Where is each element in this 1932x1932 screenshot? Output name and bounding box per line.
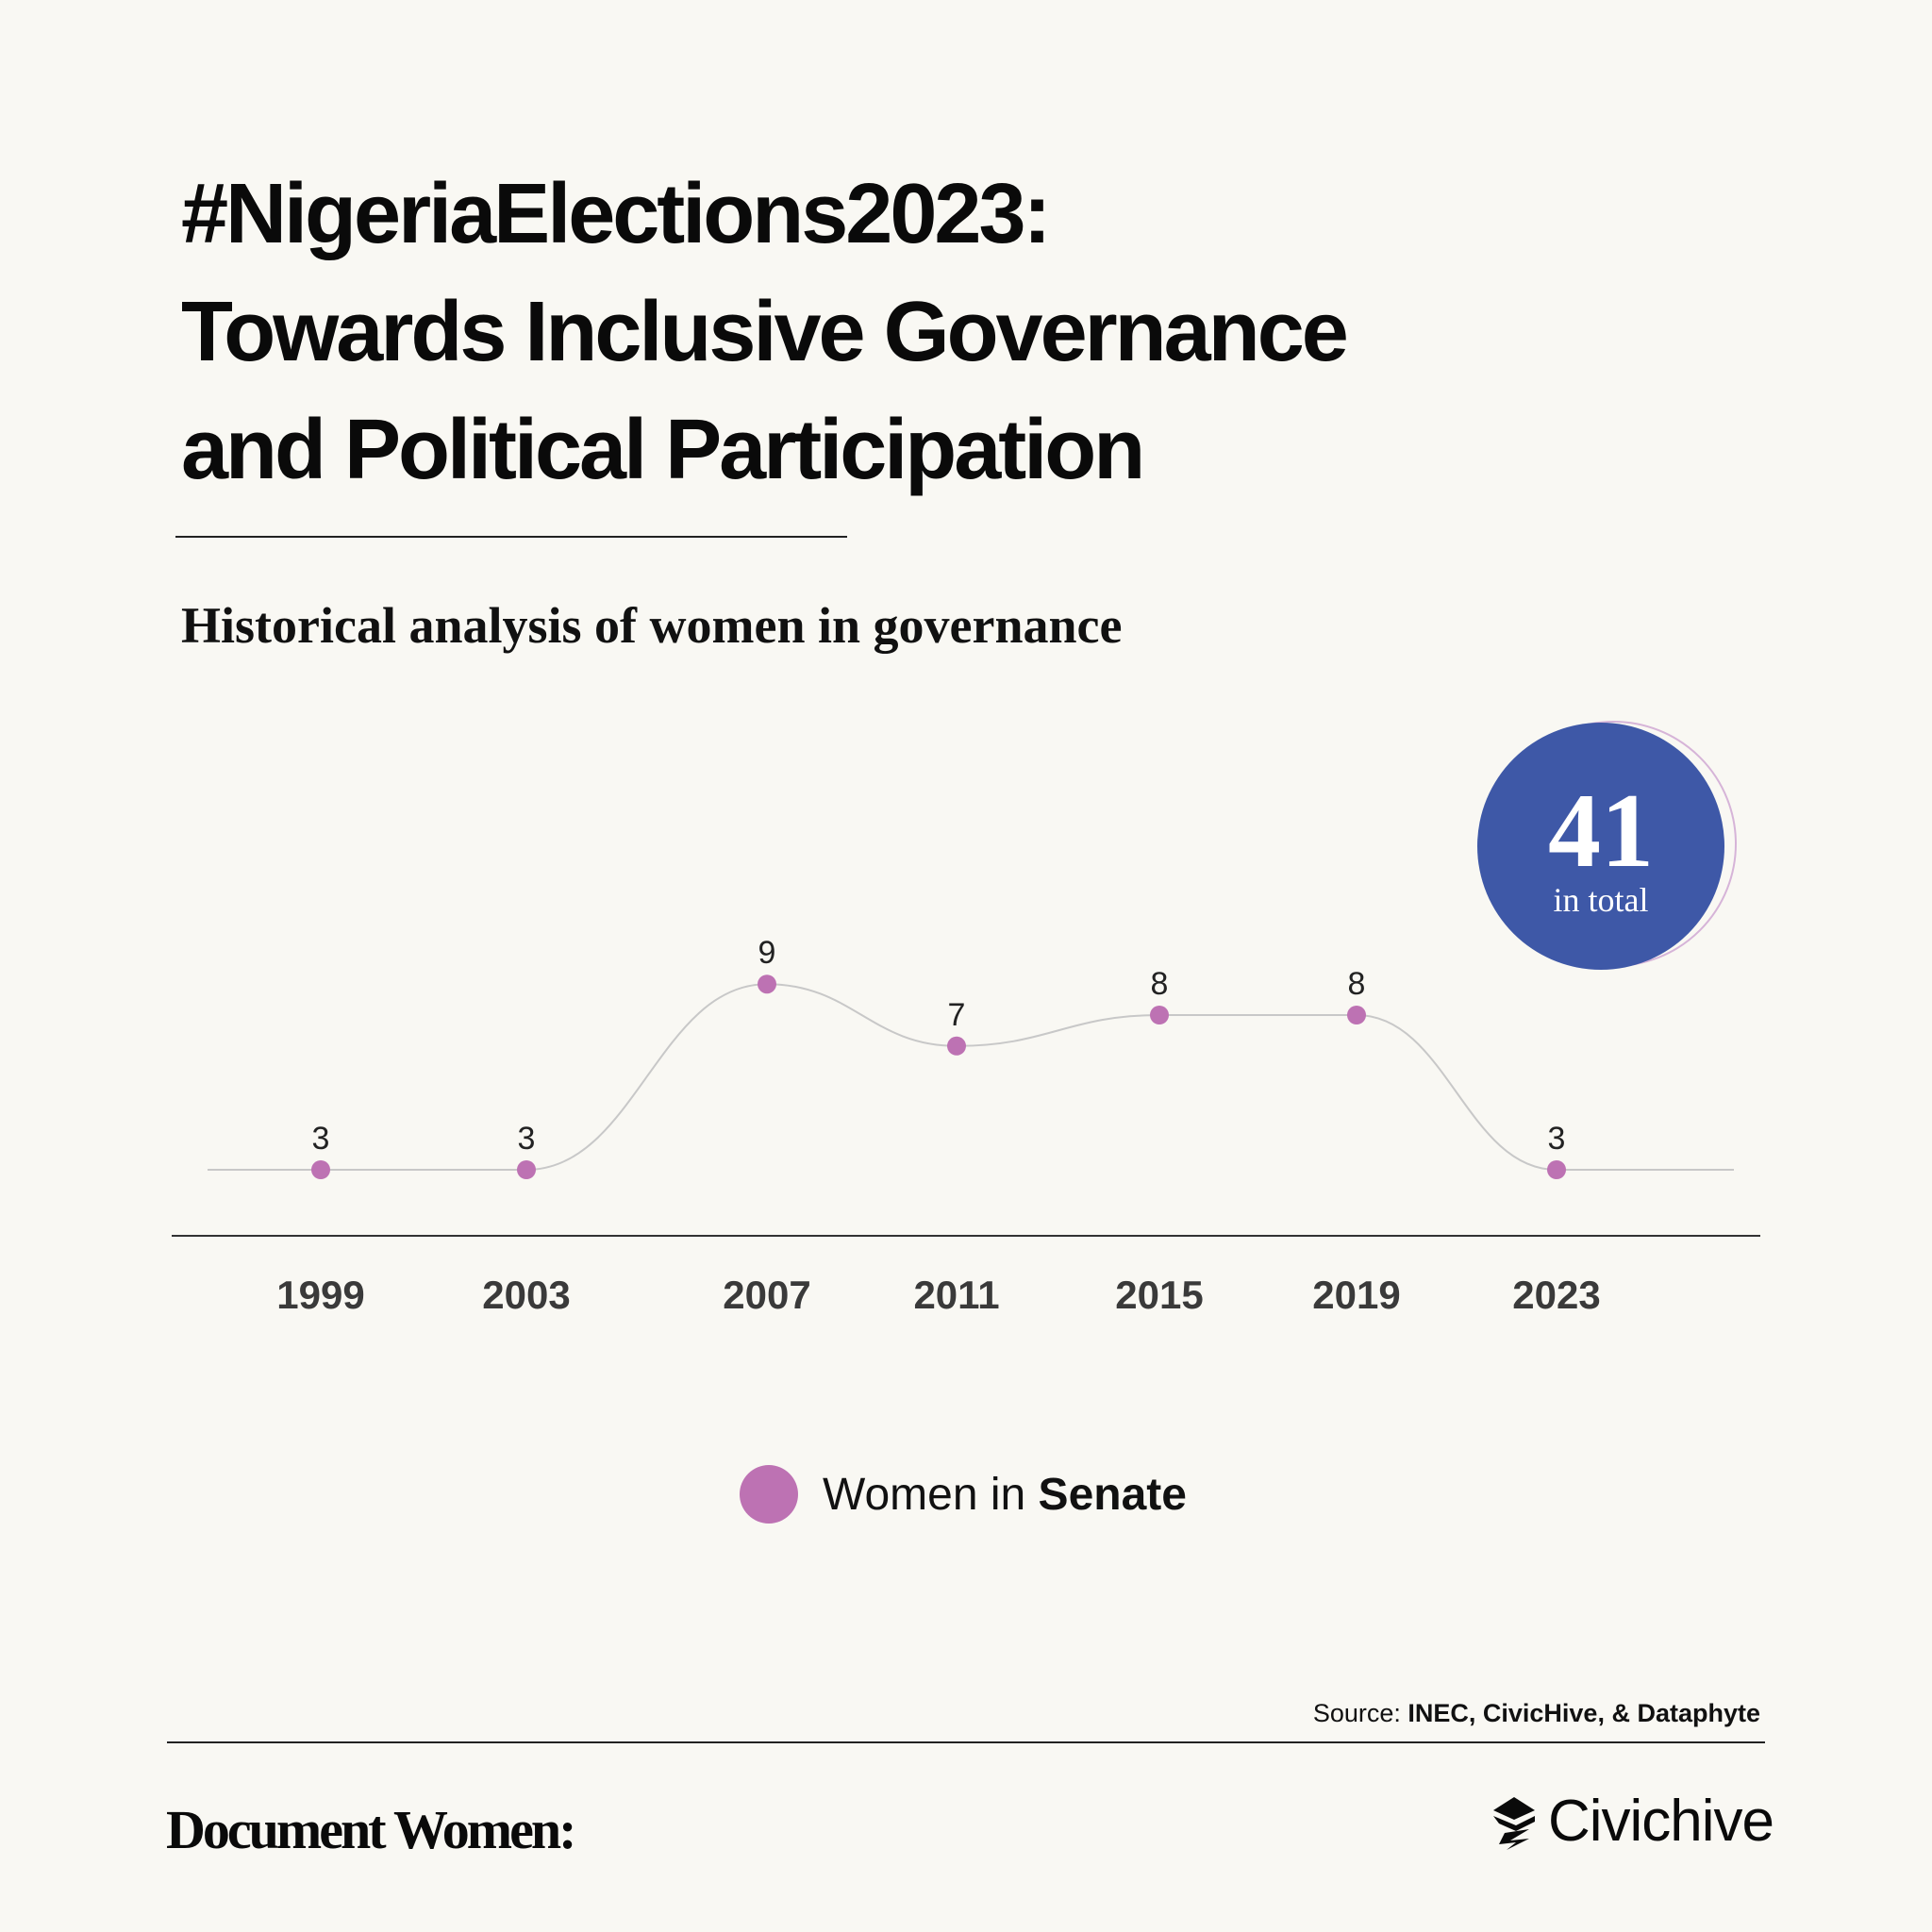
title-line: #NigeriaElections2023: bbox=[181, 167, 1051, 261]
page-title: #NigeriaElections2023: Towards Inclusive… bbox=[181, 156, 1349, 509]
chart-subtitle: Historical analysis of women in governan… bbox=[181, 597, 1123, 654]
title-divider bbox=[175, 536, 847, 538]
x-tick-2007: 2007 bbox=[723, 1273, 810, 1317]
legend-label-prefix: Women in bbox=[823, 1469, 1039, 1520]
data-points bbox=[311, 974, 1566, 1179]
data-label-2011: 7 bbox=[948, 997, 966, 1033]
x-tick-2011: 2011 bbox=[913, 1273, 999, 1317]
data-label-1999: 3 bbox=[312, 1121, 330, 1157]
x-tick-labels: 1999 2003 2007 2011 2015 2019 2023 bbox=[276, 1273, 1600, 1317]
data-label-2015: 8 bbox=[1151, 966, 1169, 1002]
data-point-2015 bbox=[1150, 1006, 1169, 1024]
x-tick-2019: 2019 bbox=[1312, 1273, 1400, 1317]
document-women-logo: Document Women: bbox=[166, 1799, 576, 1860]
source-note: Source: INEC, CivicHive, & Dataphyte bbox=[1313, 1696, 1760, 1730]
data-label-2019: 8 bbox=[1348, 966, 1366, 1002]
total-label: in total bbox=[1553, 881, 1649, 919]
data-point-2011 bbox=[947, 1036, 966, 1056]
legend-marker bbox=[740, 1465, 798, 1524]
footer-divider bbox=[167, 1741, 1765, 1743]
data-point-2019 bbox=[1347, 1006, 1366, 1024]
data-label-2023: 3 bbox=[1548, 1121, 1566, 1157]
line-chart: 3 3 9 7 8 8 3 1999 2003 2007 2011 2015 2019 2023 bbox=[172, 935, 1760, 1317]
legend-label: Women in Senate bbox=[823, 1469, 1187, 1521]
chart-legend: Women in Senate bbox=[740, 1465, 1187, 1524]
x-tick-2023: 2023 bbox=[1512, 1273, 1600, 1317]
data-point-2003 bbox=[517, 1160, 536, 1179]
data-labels: 3 3 9 7 8 8 3 bbox=[312, 935, 1566, 1157]
series-line bbox=[208, 983, 1734, 1172]
x-tick-2003: 2003 bbox=[482, 1273, 570, 1317]
civichive-wordmark: Civichive bbox=[1547, 1789, 1774, 1854]
data-point-2007 bbox=[758, 974, 776, 994]
badge-circle: 41 in total bbox=[1477, 723, 1724, 970]
data-label-2007: 9 bbox=[758, 935, 776, 971]
civichive-logo-icon bbox=[1492, 1797, 1535, 1850]
source-prefix: Source: bbox=[1312, 1699, 1408, 1727]
legend-label-bold: Senate bbox=[1038, 1469, 1187, 1520]
data-point-1999 bbox=[311, 1160, 330, 1179]
title-line: and Political Participation bbox=[181, 403, 1145, 497]
x-tick-2015: 2015 bbox=[1115, 1273, 1203, 1317]
title-line: Towards Inclusive Governance bbox=[181, 285, 1349, 379]
total-value: 41 bbox=[1548, 773, 1654, 890]
source-names: INEC, CivicHive, & Dataphyte bbox=[1407, 1699, 1760, 1727]
data-label-2003: 3 bbox=[518, 1121, 536, 1157]
data-point-2023 bbox=[1547, 1160, 1566, 1179]
civichive-logo: Civichive bbox=[1488, 1789, 1774, 1855]
x-tick-1999: 1999 bbox=[276, 1273, 364, 1317]
total-badge: 41 in total bbox=[1477, 721, 1739, 972]
